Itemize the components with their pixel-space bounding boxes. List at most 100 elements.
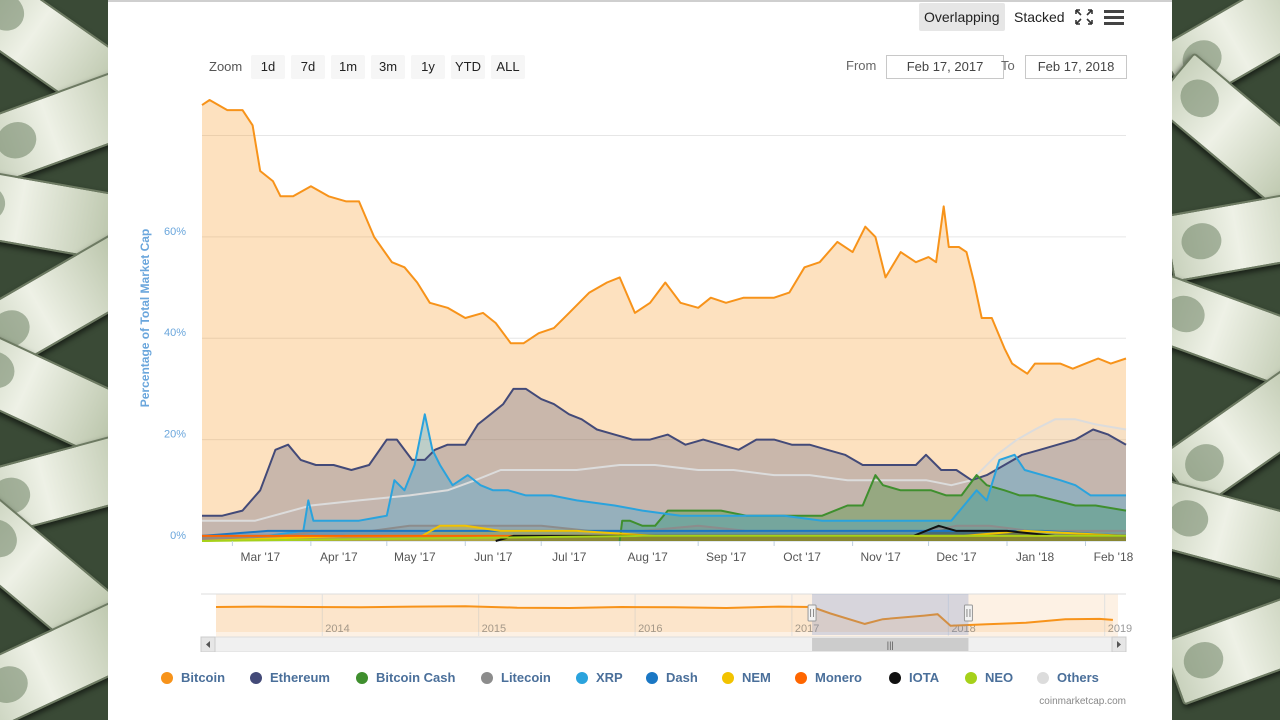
range-to-label: To — [1001, 58, 1015, 73]
x-tick-label: Jun '17 — [474, 550, 513, 564]
x-tick-label: May '17 — [394, 550, 436, 564]
x-tick-label: Sep '17 — [706, 550, 747, 564]
zoom-3m-button[interactable]: 3m — [371, 55, 405, 79]
line-xrp[interactable] — [202, 413, 1126, 537]
legend-label: Ethereum — [270, 670, 330, 685]
y-tick-label: 40% — [164, 327, 186, 339]
area-others — [202, 419, 1126, 541]
legend-label: NEM — [742, 670, 771, 685]
navigator-tick-label: 2014 — [325, 623, 349, 635]
legend-label: IOTA — [909, 670, 940, 685]
background-money-right — [1172, 0, 1280, 720]
range-from-label: From — [846, 58, 877, 73]
line-bitcoin[interactable] — [201, 99, 1127, 375]
legend-item-iota[interactable]: IOTA — [889, 668, 939, 688]
area-bitcoin-cash — [619, 475, 1126, 541]
x-tick-label: Jul '17 — [552, 550, 587, 564]
legend-item-ethereum[interactable]: Ethereum — [250, 668, 330, 688]
legend-item-litecoin[interactable]: Litecoin — [481, 668, 551, 688]
x-tick-label: Nov '17 — [860, 550, 901, 564]
legend-label: Others — [1057, 670, 1099, 685]
legend-label: Bitcoin — [181, 670, 226, 685]
navigator-selection — [807, 594, 973, 635]
navigator[interactable]: 2014 2015 2016 2017 2018 2019 ||| — [108, 592, 1172, 652]
legend-marker — [161, 672, 173, 684]
fullscreen-icon[interactable] — [1074, 8, 1094, 26]
legend-item-nem[interactable]: NEM — [722, 668, 771, 688]
series-areas — [202, 100, 1126, 541]
zoom-7d-button[interactable]: 7d — [291, 55, 325, 79]
zoom-all-button[interactable]: ALL — [491, 55, 525, 79]
x-tick-label: Dec '17 — [936, 550, 977, 564]
x-tick-label: Aug '17 — [628, 550, 669, 564]
legend-label: Bitcoin Cash — [376, 670, 456, 685]
area-neo — [202, 535, 1126, 541]
x-tick-label: Jan '18 — [1016, 550, 1055, 564]
area-ethereum — [202, 388, 1126, 541]
overlapping-button[interactable]: Overlapping — [919, 3, 1005, 31]
zoom-label: Zoom — [209, 59, 243, 74]
range-to-input[interactable]: Feb 17, 2018 — [1025, 55, 1127, 79]
legend-marker — [250, 672, 262, 684]
area-nem — [202, 525, 1126, 541]
zoom-1y-button[interactable]: 1y — [411, 55, 445, 79]
legend-marker — [722, 672, 734, 684]
grid-lines — [202, 134, 1126, 542]
y-axis-title: Percentage of Total Market Cap — [138, 229, 152, 408]
navigator-selected-range[interactable] — [812, 594, 969, 635]
area-xrp — [202, 414, 1126, 541]
stacked-button[interactable]: Stacked — [1014, 9, 1065, 25]
legend-item-neo[interactable]: NEO — [965, 668, 1013, 688]
navigator-line — [215, 605, 1113, 627]
scrollbar-thumb[interactable] — [812, 638, 969, 651]
series-lines — [201, 99, 1127, 542]
navigator-tick-label: 2017 — [795, 623, 819, 635]
zoom-1m-button[interactable]: 1m — [331, 55, 365, 79]
menu-icon[interactable] — [1103, 8, 1125, 26]
x-tick-label: Feb '18 — [1094, 550, 1134, 564]
market-cap-chart: 0% 20% 40% 60% Mar '17 Apr '17 May '17 Jun '17 J… — [138, 99, 1134, 564]
panel-top-border — [108, 0, 1172, 2]
legend-label: Monero — [815, 670, 862, 685]
line-ethereum[interactable] — [202, 387, 1127, 517]
chart-legend: Bitcoin Ethereum Bitcoin Cash Litecoin X… — [108, 668, 1172, 688]
legend-marker — [481, 672, 493, 684]
y-tick-label: 0% — [170, 530, 186, 542]
line-litecoin[interactable] — [202, 524, 1126, 537]
chevron-right-icon — [1117, 641, 1121, 648]
zoom-1d-button[interactable]: 1d — [251, 55, 285, 79]
legend-item-bitcoin-cash[interactable]: Bitcoin Cash — [356, 668, 455, 688]
x-tick-label: Oct '17 — [783, 550, 821, 564]
legend-item-monero[interactable]: Monero — [795, 668, 862, 688]
line-neo[interactable] — [201, 534, 1126, 542]
navigator-tick-label: 2019 — [1108, 623, 1132, 635]
legend-item-others[interactable]: Others — [1037, 668, 1099, 688]
line-others[interactable] — [202, 418, 1127, 522]
chart-panel: Overlapping Stacked Zoom 1d 7d 1m 3m 1y … — [108, 0, 1172, 720]
axis-labels: 0% 20% 40% 60% Mar '17 Apr '17 May '17 Jun '17 J… — [164, 226, 1134, 564]
legend-marker — [356, 672, 368, 684]
line-bitcoin-cash[interactable] — [618, 474, 1127, 542]
chevron-left-icon — [206, 641, 210, 648]
navigator-area — [216, 606, 1113, 632]
area-bitcoin — [202, 100, 1126, 541]
legend-label: NEO — [985, 670, 1014, 685]
legend-item-xrp[interactable]: XRP — [576, 668, 623, 688]
range-from-input[interactable]: Feb 17, 2017 — [886, 55, 1004, 79]
legend-label: Litecoin — [501, 670, 551, 685]
legend-item-dash[interactable]: Dash — [646, 668, 698, 688]
zoom-ytd-button[interactable]: YTD — [451, 55, 485, 79]
credit-text: coinmarketcap.com — [1039, 696, 1126, 707]
area-monero — [202, 535, 1126, 541]
legend-marker — [1037, 672, 1049, 684]
navigator-handle-right[interactable] — [963, 604, 973, 622]
x-tick-label: Mar '17 — [241, 550, 281, 564]
legend-item-bitcoin[interactable]: Bitcoin — [161, 668, 225, 688]
legend-marker — [965, 672, 977, 684]
navigator-handle-left[interactable] — [807, 604, 817, 622]
legend-marker — [795, 672, 807, 684]
navigator-tick-label: 2015 — [482, 623, 506, 635]
navigator-scrollbar-track[interactable] — [200, 636, 1127, 652]
navigator-tick-label: 2016 — [638, 623, 662, 635]
y-tick-label: 60% — [164, 226, 186, 238]
